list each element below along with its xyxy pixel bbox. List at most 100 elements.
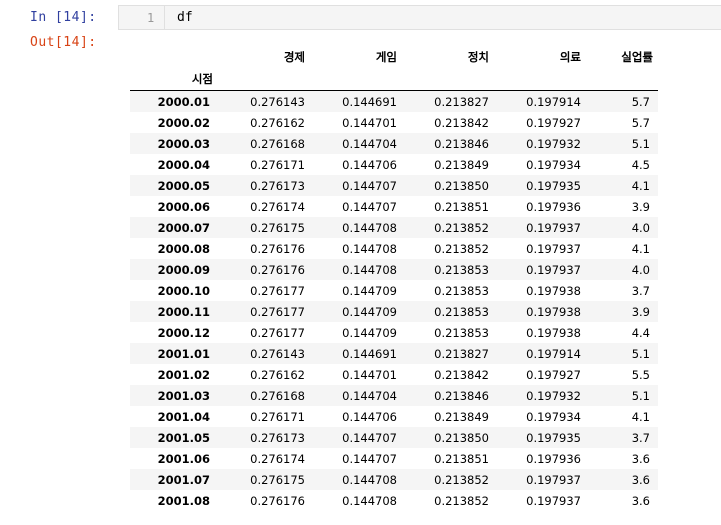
table-cell: 0.276177 (250, 283, 305, 298)
table-cell: 0.144691 (342, 94, 397, 109)
table-cell: 0.276176 (250, 262, 305, 277)
table-cell: 0.276171 (250, 409, 305, 424)
table-cell: 0.276174 (250, 451, 305, 466)
table-cell: 4.1 (631, 409, 650, 424)
row-index: 2000.09 (157, 262, 210, 277)
row-index: 2000.03 (157, 136, 210, 151)
table-cell: 3.9 (631, 199, 650, 214)
table-cell: 0.144708 (342, 220, 397, 235)
table-cell: 0.144707 (342, 451, 397, 466)
table-cell: 0.197927 (526, 367, 581, 382)
table-cell: 0.144708 (342, 241, 397, 256)
table-cell: 4.0 (631, 262, 650, 277)
table-cell: 0.144708 (342, 262, 397, 277)
table-cell: 0.144701 (342, 115, 397, 130)
table-cell: 5.1 (631, 136, 650, 151)
table-body: 2000.01 0.276143 0.144691 0.213827 0.197914 5… (130, 90, 658, 511)
table-cell: 0.197936 (526, 451, 581, 466)
table-cell: 0.197936 (526, 199, 581, 214)
row-index: 2001.03 (157, 388, 210, 403)
column-header: 경제 (283, 50, 305, 64)
table-cell: 0.276173 (250, 178, 305, 193)
table-cell: 0.144708 (342, 493, 397, 508)
table-cell: 0.213851 (434, 451, 489, 466)
empty-header (586, 68, 658, 91)
table-cell: 0.213853 (434, 262, 489, 277)
table-cell: 0.276173 (250, 430, 305, 445)
row-index: 2000.04 (157, 157, 210, 172)
table-cell: 0.276143 (250, 346, 305, 361)
row-index: 2000.11 (157, 304, 210, 319)
table-cell: 0.144709 (342, 283, 397, 298)
table-cell: 0.213852 (434, 472, 489, 487)
line-number: 1 (147, 11, 155, 25)
table-cell: 0.197932 (526, 388, 581, 403)
table-cell: 5.7 (631, 94, 650, 109)
row-index: 2000.06 (157, 199, 210, 214)
row-index: 2001.06 (157, 451, 210, 466)
table-cell: 0.213853 (434, 325, 489, 340)
table-row: 2000.04 0.276171 0.144706 0.213849 0.197934 4… (130, 154, 658, 175)
row-index: 2001.05 (157, 430, 210, 445)
table-cell: 0.197932 (526, 136, 581, 151)
table-cell: 0.213842 (434, 115, 489, 130)
table-cell: 0.213846 (434, 388, 489, 403)
table-cell: 0.276174 (250, 199, 305, 214)
table-row: 2001.02 0.276162 0.144701 0.213842 0.197927 5… (130, 364, 658, 385)
table-cell: 0.213846 (434, 136, 489, 151)
row-index: 2000.02 (157, 115, 210, 130)
table-cell: 0.276177 (250, 325, 305, 340)
table-cell: 0.276162 (250, 367, 305, 382)
table-cell: 0.197927 (526, 115, 581, 130)
table-row: 2000.03 0.276168 0.144704 0.213846 0.197932 5… (130, 133, 658, 154)
index-name-row: 시점 (130, 68, 658, 91)
table-cell: 0.144691 (342, 346, 397, 361)
table-cell: 0.213851 (434, 199, 489, 214)
row-index: 2000.08 (157, 241, 210, 256)
column-header: 정치 (467, 50, 489, 64)
table-cell: 0.213850 (434, 178, 489, 193)
table-row: 2001.06 0.276174 0.144707 0.213851 0.197936 3… (130, 448, 658, 469)
table-cell: 4.1 (631, 178, 650, 193)
table-cell: 0.197937 (526, 262, 581, 277)
table-cell: 0.144707 (342, 430, 397, 445)
table-cell: 0.197937 (526, 493, 581, 508)
table-cell: 0.144701 (342, 367, 397, 382)
table-row: 2001.08 0.276176 0.144708 0.213852 0.197937 3… (130, 490, 658, 511)
table-cell: 0.276176 (250, 241, 305, 256)
table-cell: 0.144704 (342, 388, 397, 403)
table-cell: 0.276143 (250, 94, 305, 109)
table-cell: 0.276162 (250, 115, 305, 130)
table-cell: 0.276175 (250, 472, 305, 487)
empty-header (494, 68, 586, 91)
row-index: 2001.08 (157, 493, 210, 508)
table-cell: 5.7 (631, 115, 650, 130)
table-cell: 0.213853 (434, 283, 489, 298)
row-index: 2000.05 (157, 178, 210, 193)
table-cell: 0.197937 (526, 472, 581, 487)
row-index: 2000.01 (157, 94, 210, 109)
row-index: 2000.07 (157, 220, 210, 235)
row-index: 2000.12 (157, 325, 210, 340)
code-text[interactable]: df (177, 10, 193, 25)
table-cell: 3.6 (631, 493, 650, 508)
table-row: 2000.05 0.276173 0.144707 0.213850 0.197935 4… (130, 175, 658, 196)
code-cell-input[interactable]: 1 df (118, 5, 721, 30)
table-cell: 0.197938 (526, 325, 581, 340)
table-cell: 0.144704 (342, 136, 397, 151)
row-index: 2000.10 (157, 283, 210, 298)
table-row: 2001.01 0.276143 0.144691 0.213827 0.197914 5… (130, 343, 658, 364)
table-row: 2001.07 0.276175 0.144708 0.213852 0.197937 3… (130, 469, 658, 490)
table-cell: 0.144708 (342, 472, 397, 487)
table-cell: 0.213852 (434, 220, 489, 235)
table-cell: 0.213853 (434, 304, 489, 319)
table-cell: 0.197914 (526, 94, 581, 109)
row-index: 2001.07 (157, 472, 210, 487)
table-cell: 3.6 (631, 472, 650, 487)
table-cell: 0.276168 (250, 136, 305, 151)
table-cell: 0.276171 (250, 157, 305, 172)
table-row: 2000.07 0.276175 0.144708 0.213852 0.197937 4… (130, 217, 658, 238)
table-row: 2000.11 0.276177 0.144709 0.213853 0.197938 3… (130, 301, 658, 322)
table-cell: 3.6 (631, 451, 650, 466)
in-prompt: In [14]: (30, 10, 97, 25)
